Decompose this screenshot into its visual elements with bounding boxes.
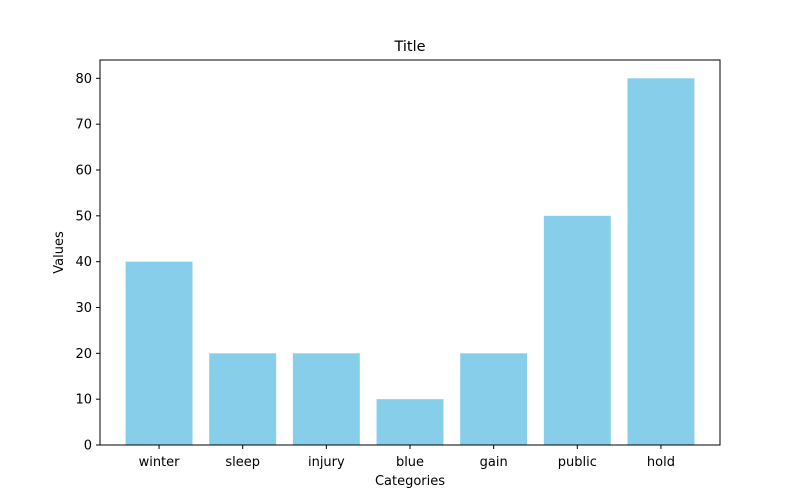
- y-tick-label: 50: [75, 209, 92, 224]
- x-axis-ticks: winter sleep injury blue gain public hold: [139, 445, 675, 470]
- y-tick-label: 0: [84, 439, 92, 454]
- plot-frame: [99, 59, 721, 446]
- x-tick-label: public: [558, 455, 597, 470]
- y-axis-ticks: 0 10 20 30 40 50 60 70 80: [75, 72, 100, 454]
- bar-gain: [460, 353, 528, 445]
- x-tick-label: winter: [139, 455, 181, 470]
- y-tick-label: 80: [75, 72, 92, 87]
- x-axis-label: Categories: [375, 474, 445, 489]
- x-tick-label: gain: [480, 455, 508, 470]
- y-tick-label: 70: [75, 118, 92, 133]
- bar-sleep: [209, 353, 277, 445]
- bars-group: [125, 78, 695, 445]
- chart-title: Title: [393, 39, 425, 55]
- y-axis-label: Values: [52, 231, 67, 274]
- y-tick-label: 30: [75, 301, 92, 316]
- bar-hold: [627, 78, 695, 445]
- y-tick-label: 10: [75, 393, 92, 408]
- y-tick-label: 20: [75, 347, 92, 362]
- x-tick-label: blue: [396, 455, 424, 470]
- x-tick-label: injury: [308, 455, 345, 470]
- y-tick-label: 60: [75, 164, 92, 179]
- x-tick-label: sleep: [225, 455, 260, 470]
- y-tick-label: 40: [75, 255, 92, 270]
- x-tick-label: hold: [647, 455, 675, 470]
- bar-winter: [125, 261, 193, 445]
- bar-public: [543, 215, 611, 445]
- bar-blue: [376, 399, 444, 445]
- bar-injury: [292, 353, 360, 445]
